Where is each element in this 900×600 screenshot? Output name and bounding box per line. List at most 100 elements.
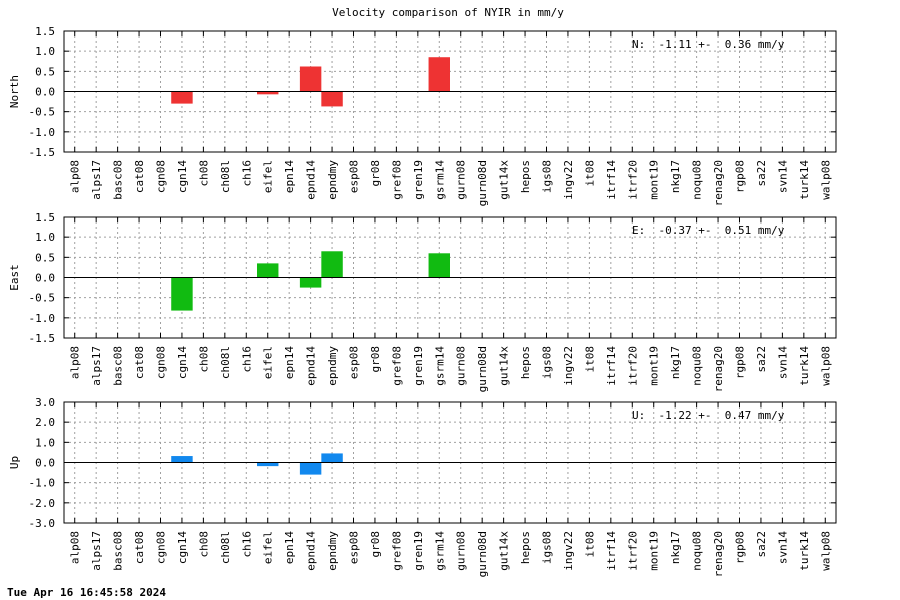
xtick-label: epn14 xyxy=(283,346,296,379)
xtick-label: nkg17 xyxy=(669,346,682,379)
ytick-label: -1.0 xyxy=(29,312,56,325)
panel-up: 3.0 2.0 1.0 0.0 -1.0 -2.0 -3.0 alp08 alps17 basc0… xyxy=(8,396,837,577)
xtick-label: cat08 xyxy=(133,346,146,379)
ytick-label: -1.5 xyxy=(29,146,56,159)
panel-north: 1.5 1.0 0.5 0.0 -0.5 -1.0 -1.5 alp08 alps17 basc0… xyxy=(8,25,837,206)
xtick-label: renag20 xyxy=(712,346,725,392)
xtick-label: gurn08 xyxy=(455,531,468,571)
xtick-label: ch08l xyxy=(219,346,232,379)
xtick-label: alps17 xyxy=(90,160,103,200)
xtick-label: nkg17 xyxy=(669,531,682,564)
xtick-label: rgp08 xyxy=(734,346,747,379)
xtick-label: ch08 xyxy=(197,346,210,373)
xtick-label: igs08 xyxy=(541,531,554,564)
xtick-label: ch16 xyxy=(240,346,253,373)
xtick-label: epnd14 xyxy=(305,531,318,571)
xtick-label: walp08 xyxy=(819,160,832,200)
xtick-label: gut14x xyxy=(498,160,511,200)
bar-east-gsrm14 xyxy=(428,253,450,278)
bar-east-eifel xyxy=(257,263,279,278)
bar-up-epndmy xyxy=(321,453,343,463)
xtick-label: itrf14 xyxy=(605,160,618,200)
xtick-label: cgn14 xyxy=(176,531,189,564)
bar-north-epnd14 xyxy=(299,66,322,92)
xtick-label: it08 xyxy=(583,531,596,558)
xtick-label: nkg17 xyxy=(669,160,682,193)
xtick-label: ingv22 xyxy=(562,531,575,571)
xtick-label: walp08 xyxy=(819,346,832,386)
ytick-label: 1.5 xyxy=(35,25,55,38)
ytick-label: 0.0 xyxy=(35,86,55,99)
timestamp-footer: Tue Apr 16 16:45:58 2024 xyxy=(7,586,166,599)
xtick-label: epnd14 xyxy=(305,160,318,200)
xtick-label: sa22 xyxy=(755,531,768,558)
xtick-label: cat08 xyxy=(133,160,146,193)
panel-east: 1.5 1.0 0.5 0.0 -0.5 -1.0 -1.5 alp08 alps17 basc0… xyxy=(8,211,837,392)
xtick-label: esp08 xyxy=(348,531,361,564)
xtick-label: turk14 xyxy=(798,346,811,386)
ytick-label: 2.0 xyxy=(35,416,55,429)
xtick-label: epndmy xyxy=(326,531,339,571)
xtick-label: ch08l xyxy=(219,531,232,564)
xtick-label: gsrm14 xyxy=(433,160,446,200)
xtick-label: it08 xyxy=(583,346,596,373)
xtick-label: gut14x xyxy=(498,531,511,571)
xtick-label: eifel xyxy=(262,346,275,379)
xtick-label: gr08 xyxy=(369,160,382,187)
xtick-label: alps17 xyxy=(90,346,103,386)
bar-north-epndmy xyxy=(321,91,343,107)
xtick-label: ingv22 xyxy=(562,346,575,386)
xtick-label: gurn08d xyxy=(476,346,489,392)
xtick-label: svn14 xyxy=(776,346,789,379)
ytick-label: 1.0 xyxy=(35,231,55,244)
y-axis-label: East xyxy=(8,264,21,291)
bar-up-cgn14 xyxy=(171,456,193,463)
xtick-label: itrf20 xyxy=(626,160,639,200)
ytick-label: -0.5 xyxy=(29,292,56,305)
xtick-label: gr08 xyxy=(369,346,382,373)
xtick-label: epndmy xyxy=(326,160,339,200)
stat-annotation: U: -1.22 +- 0.47 mm/y xyxy=(632,409,785,422)
xtick-label: noqu08 xyxy=(691,346,704,386)
ytick-label: 1.0 xyxy=(35,45,55,58)
xtick-label: igs08 xyxy=(541,346,554,379)
xtick-label: eifel xyxy=(262,531,275,564)
xtick-label: walp08 xyxy=(819,531,832,571)
xtick-label: itrf14 xyxy=(605,531,618,571)
xtick-label: ch08 xyxy=(197,531,210,558)
xtick-label: gurn08 xyxy=(455,346,468,386)
chart-title: Velocity comparison of NYIR in mm/y xyxy=(332,6,564,19)
xtick-label: alp08 xyxy=(69,160,82,193)
xtick-label: ingv22 xyxy=(562,160,575,200)
ytick-label: 0.0 xyxy=(35,272,55,285)
xtick-label: alps17 xyxy=(90,531,103,571)
xtick-label: gurn08d xyxy=(476,531,489,577)
ytick-label: -1.0 xyxy=(29,477,56,490)
bar-north-gsrm14 xyxy=(428,57,450,92)
xtick-label: itrf14 xyxy=(605,346,618,386)
stat-annotation: E: -0.37 +- 0.51 mm/y xyxy=(632,224,785,237)
bar-up-eifel xyxy=(257,462,279,467)
xtick-label: cgn08 xyxy=(155,160,168,193)
xtick-label: cgn14 xyxy=(176,346,189,379)
xtick-label: epn14 xyxy=(283,531,296,564)
xtick-label: svn14 xyxy=(776,160,789,193)
ytick-label: 0.5 xyxy=(35,251,55,264)
bar-east-epnd14 xyxy=(299,277,322,288)
xtick-label: gren19 xyxy=(412,346,425,386)
xtick-label: mont19 xyxy=(648,531,661,571)
xtick-label: mont19 xyxy=(648,160,661,200)
xtick-label: itrf20 xyxy=(626,531,639,571)
y-axis-label: North xyxy=(8,75,21,108)
xtick-label: epnd14 xyxy=(305,346,318,386)
xtick-label: esp08 xyxy=(348,346,361,379)
xtick-label: epndmy xyxy=(326,346,339,386)
xtick-label: cgn08 xyxy=(155,346,168,379)
bar-up-epnd14 xyxy=(299,462,322,475)
ytick-label: -3.0 xyxy=(29,517,56,530)
ytick-label: 0.5 xyxy=(35,65,55,78)
xtick-label: epn14 xyxy=(283,160,296,193)
plot-frame xyxy=(63,216,837,339)
xtick-label: gurn08d xyxy=(476,160,489,206)
xtick-label: itrf20 xyxy=(626,346,639,386)
